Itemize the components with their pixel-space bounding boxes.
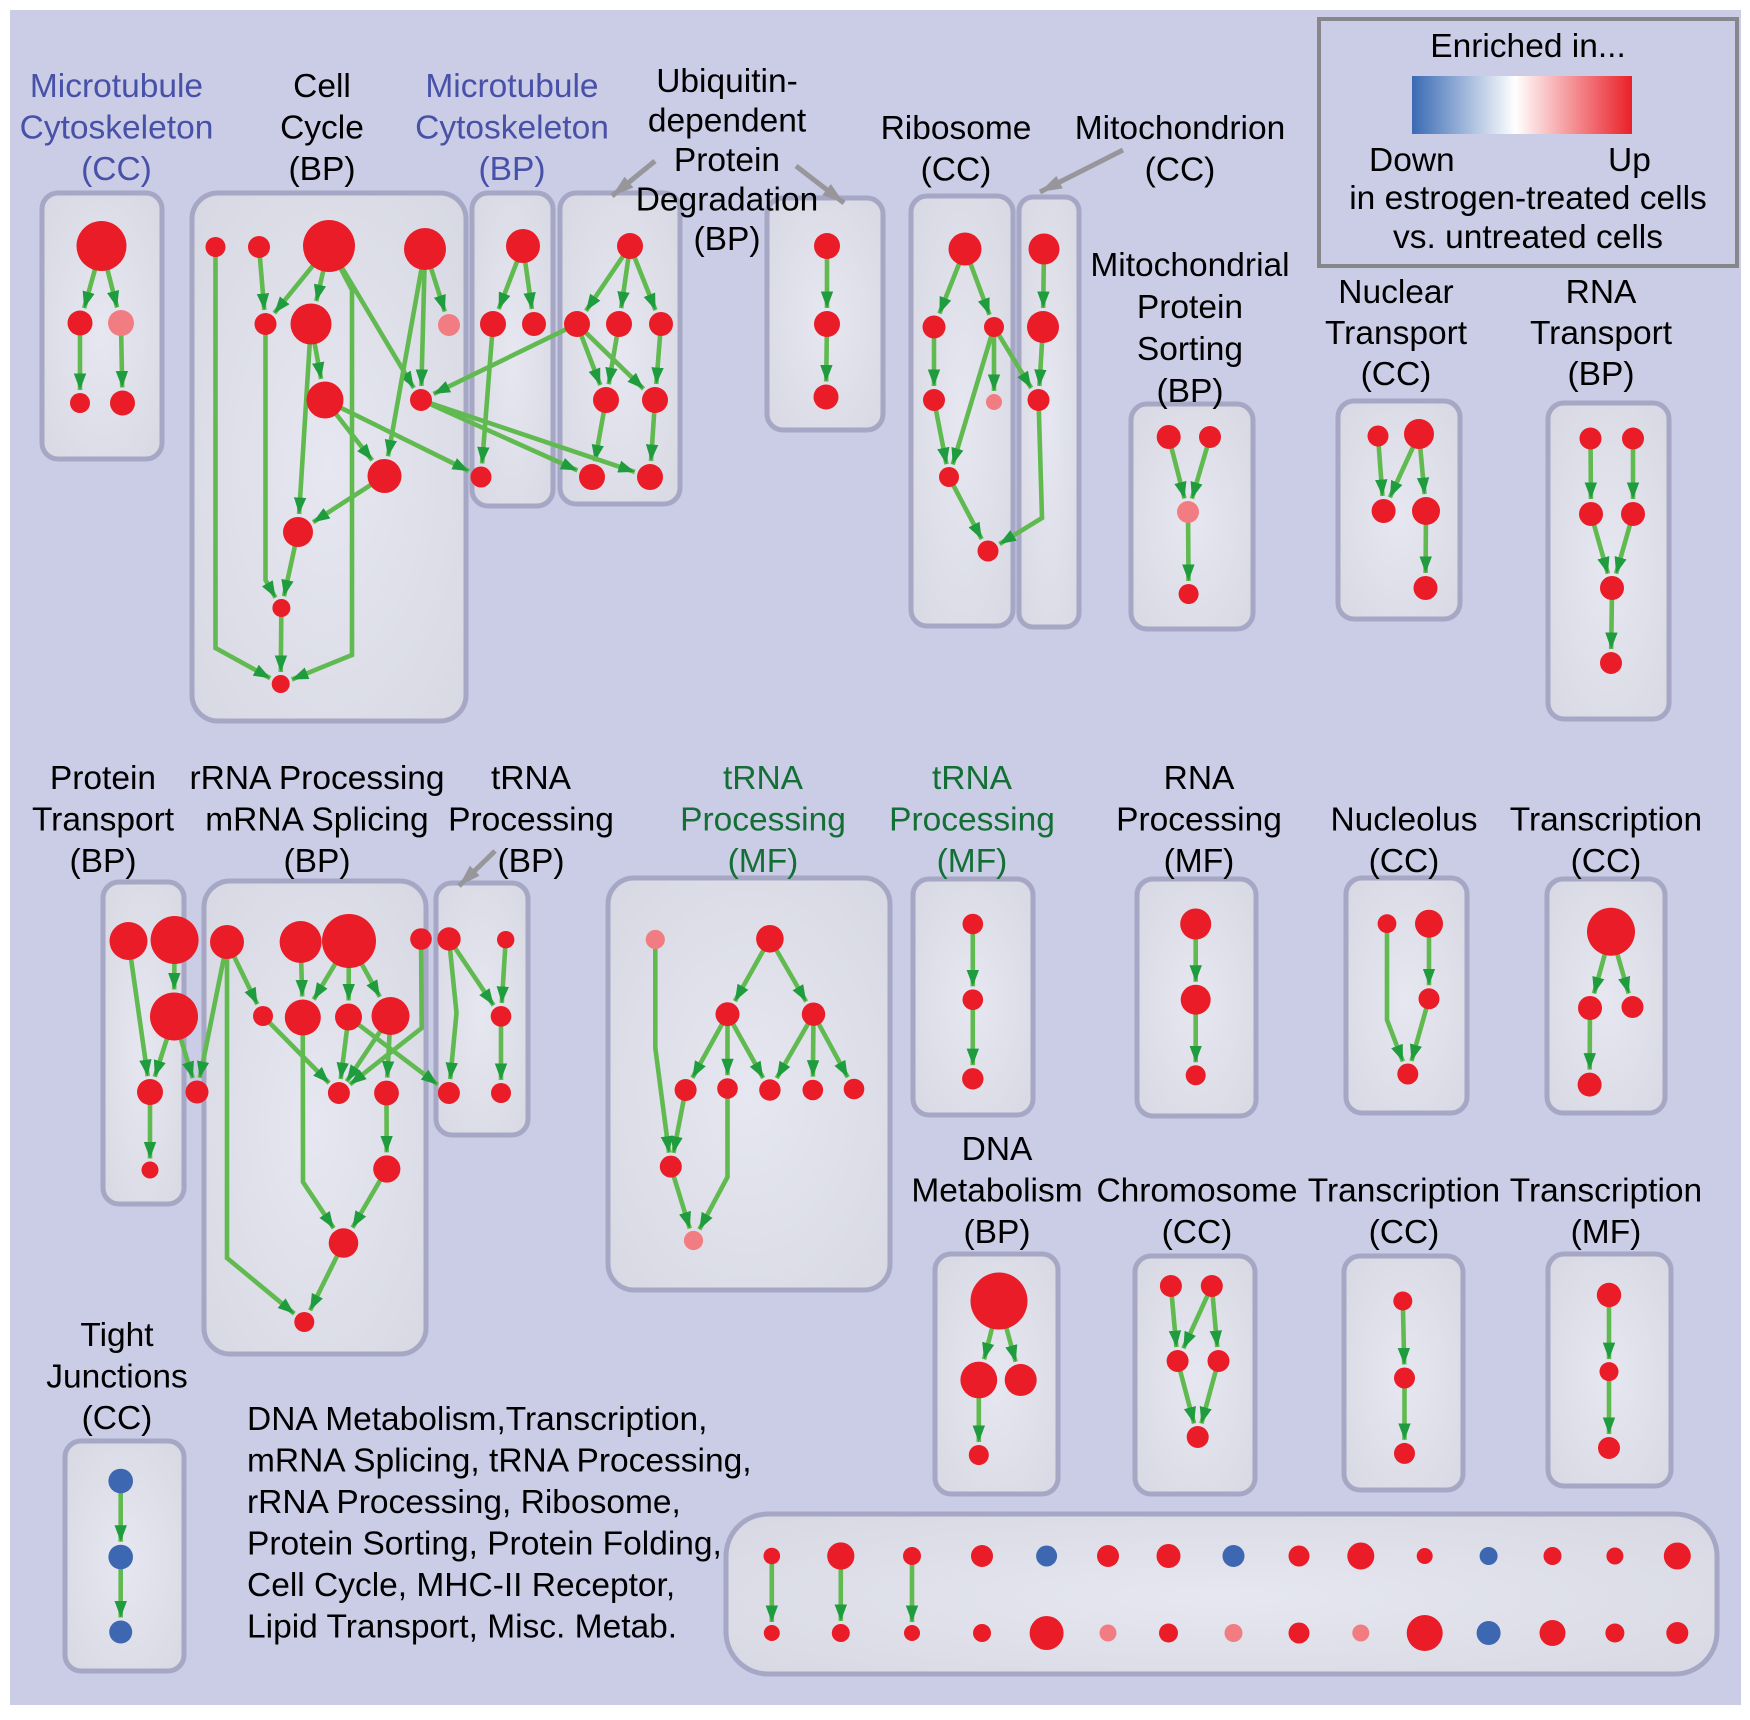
svg-text:Cycle: Cycle — [280, 110, 364, 147]
svg-text:(BP): (BP) — [694, 221, 761, 258]
svg-text:vs. untreated cells: vs. untreated cells — [1393, 219, 1663, 256]
svg-text:mRNA Splicing, tRNA Processing: mRNA Splicing, tRNA Processing, — [247, 1443, 752, 1480]
svg-text:Tight: Tight — [80, 1317, 154, 1354]
svg-text:Mitochondrion: Mitochondrion — [1075, 110, 1285, 147]
svg-text:tRNA: tRNA — [723, 760, 804, 797]
svg-text:Transport: Transport — [32, 802, 175, 839]
svg-text:Cytoskeleton: Cytoskeleton — [415, 110, 609, 147]
svg-text:tRNA: tRNA — [932, 760, 1013, 797]
svg-text:(BP): (BP) — [70, 843, 137, 880]
svg-text:Transport: Transport — [1530, 315, 1673, 352]
svg-text:mRNA Splicing: mRNA Splicing — [205, 802, 428, 839]
svg-text:(CC): (CC) — [81, 151, 152, 188]
svg-text:Processing: Processing — [680, 802, 846, 839]
svg-text:Degradation: Degradation — [636, 182, 819, 219]
svg-text:(BP): (BP) — [964, 1214, 1031, 1251]
svg-text:Microtubule: Microtubule — [30, 68, 203, 105]
svg-text:Junctions: Junctions — [46, 1359, 188, 1396]
svg-text:Ubiquitin-: Ubiquitin- — [656, 63, 798, 100]
svg-text:Transcription: Transcription — [1510, 1173, 1702, 1210]
svg-text:(CC): (CC) — [1369, 843, 1440, 880]
svg-text:tRNA: tRNA — [491, 760, 572, 797]
svg-text:Processing: Processing — [448, 802, 614, 839]
svg-text:Processing: Processing — [1116, 802, 1282, 839]
svg-text:Lipid Transport, Misc. Metab.: Lipid Transport, Misc. Metab. — [247, 1609, 677, 1646]
svg-text:Protein: Protein — [674, 142, 780, 179]
svg-text:Protein Sorting, Protein Foldi: Protein Sorting, Protein Folding, — [247, 1526, 722, 1563]
svg-text:Protein: Protein — [50, 760, 156, 797]
svg-text:Chromosome: Chromosome — [1096, 1173, 1297, 1210]
svg-text:(BP): (BP) — [479, 151, 546, 188]
svg-text:rRNA Processing, Ribosome,: rRNA Processing, Ribosome, — [247, 1484, 681, 1521]
svg-text:(CC): (CC) — [82, 1400, 153, 1437]
svg-text:Nuclear: Nuclear — [1338, 274, 1453, 311]
svg-text:Ribosome: Ribosome — [881, 110, 1032, 147]
svg-text:(BP): (BP) — [1157, 373, 1224, 410]
svg-text:Enriched in...: Enriched in... — [1430, 28, 1626, 65]
svg-text:Metabolism: Metabolism — [911, 1173, 1082, 1210]
svg-text:(BP): (BP) — [289, 151, 356, 188]
svg-text:RNA: RNA — [1566, 274, 1637, 311]
svg-text:Protein: Protein — [1137, 289, 1243, 326]
svg-text:(BP): (BP) — [284, 843, 351, 880]
svg-text:Transcription: Transcription — [1510, 802, 1702, 839]
svg-text:(CC): (CC) — [1361, 356, 1432, 393]
svg-text:(MF): (MF) — [1571, 1214, 1642, 1251]
svg-text:Processing: Processing — [889, 802, 1055, 839]
svg-text:(MF): (MF) — [728, 843, 799, 880]
svg-text:rRNA Processing: rRNA Processing — [189, 760, 444, 797]
svg-text:Down: Down — [1369, 142, 1455, 179]
svg-text:Nucleolus: Nucleolus — [1330, 802, 1477, 839]
svg-text:Mitochondrial: Mitochondrial — [1090, 247, 1289, 284]
svg-text:(BP): (BP) — [1568, 356, 1635, 393]
svg-text:(CC): (CC) — [1162, 1214, 1233, 1251]
svg-text:Sorting: Sorting — [1137, 331, 1243, 368]
svg-text:Cytoskeleton: Cytoskeleton — [20, 110, 214, 147]
svg-text:Up: Up — [1608, 142, 1651, 179]
svg-text:DNA: DNA — [962, 1131, 1033, 1168]
svg-text:in estrogen-treated cells: in estrogen-treated cells — [1349, 180, 1707, 217]
svg-text:(CC): (CC) — [921, 152, 992, 189]
svg-text:(BP): (BP) — [498, 843, 565, 880]
svg-text:RNA: RNA — [1164, 760, 1235, 797]
svg-text:DNA Metabolism,Transcription,: DNA Metabolism,Transcription, — [247, 1401, 707, 1438]
svg-text:(CC): (CC) — [1571, 843, 1642, 880]
svg-text:Transcription: Transcription — [1308, 1173, 1500, 1210]
svg-text:Cell Cycle, MHC-II Receptor,: Cell Cycle, MHC-II Receptor, — [247, 1567, 675, 1604]
svg-text:(CC): (CC) — [1369, 1214, 1440, 1251]
svg-text:Cell: Cell — [293, 68, 351, 105]
svg-text:(MF): (MF) — [1164, 843, 1235, 880]
svg-text:Transport: Transport — [1325, 315, 1468, 352]
svg-text:(CC): (CC) — [1145, 152, 1216, 189]
svg-text:Microtubule: Microtubule — [425, 68, 598, 105]
svg-text:(MF): (MF) — [937, 843, 1008, 880]
svg-text:dependent: dependent — [648, 103, 807, 140]
